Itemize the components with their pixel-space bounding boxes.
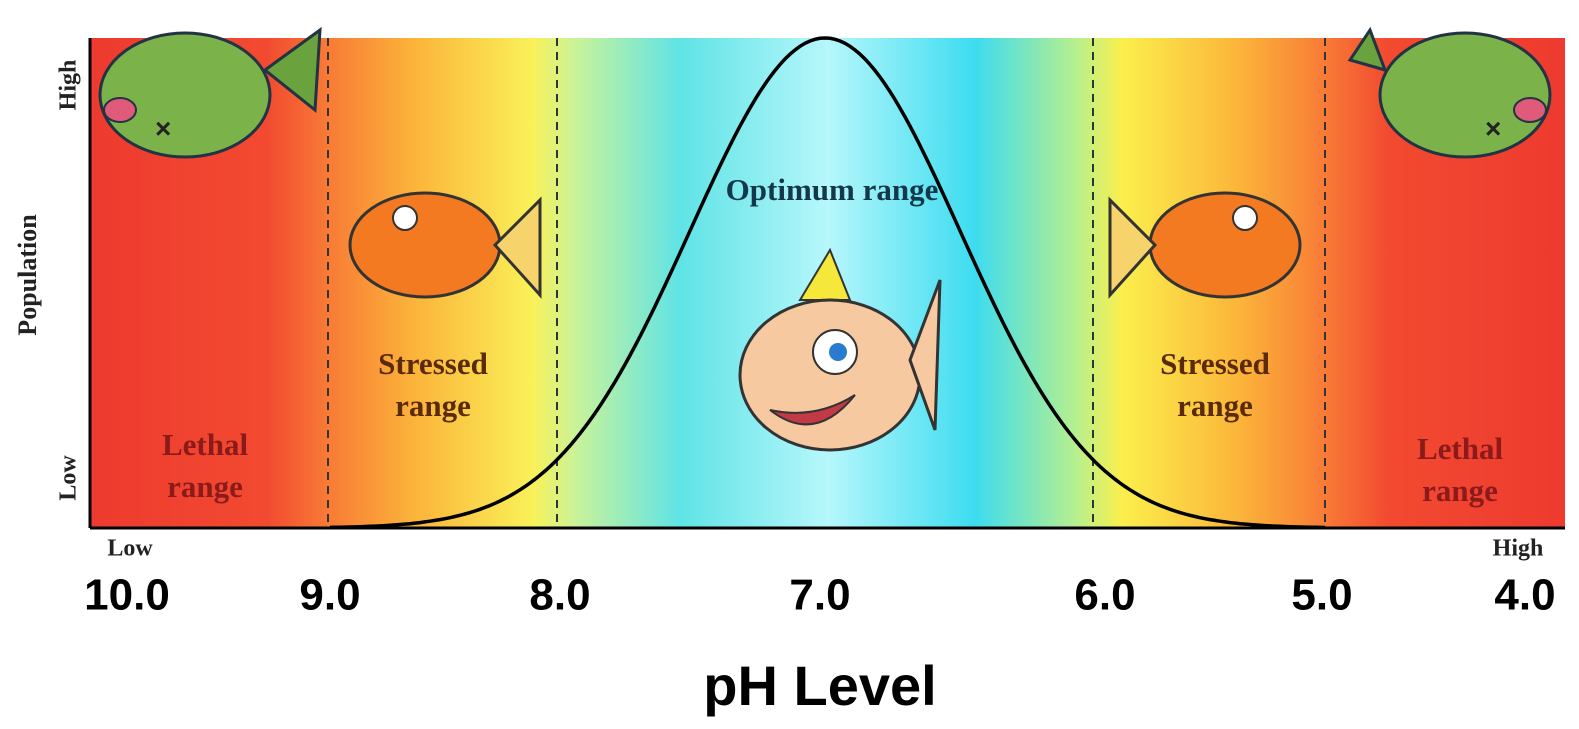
x-axis-title: pH Level xyxy=(703,654,936,717)
y-axis-top: High xyxy=(56,60,82,111)
ph-tick: 6.0 xyxy=(1074,571,1135,620)
ph-tick: 4.0 xyxy=(1494,571,1555,620)
zone-label: range xyxy=(1177,388,1253,423)
zone-label: Stressed xyxy=(1160,346,1270,381)
ph-tick: 9.0 xyxy=(299,571,360,620)
zone-label: range xyxy=(1422,473,1498,508)
ph-tick: 10.0 xyxy=(84,571,170,620)
ph-tick: 5.0 xyxy=(1291,571,1352,620)
page: × × Population High Low Low High 10.0 9.0 8.0 7.… xyxy=(0,0,1579,729)
diagram: × × Population High Low Low High 10.0 9.0 8.0 7.… xyxy=(0,0,1579,729)
y-axis-title: Population xyxy=(13,214,42,336)
x-axis-left: Low xyxy=(107,536,153,562)
x-axis-right: High xyxy=(1493,536,1544,562)
y-axis-bottom: Low xyxy=(56,455,82,501)
ph-tick: 7.0 xyxy=(789,571,850,620)
zone-label: Lethal xyxy=(162,427,249,462)
zone-label: Optimum range xyxy=(726,172,939,207)
ph-tick: 8.0 xyxy=(529,571,590,620)
svg-text:×: × xyxy=(1485,113,1501,144)
zone-label: Stressed xyxy=(378,346,488,381)
zone-label: range xyxy=(395,388,471,423)
zone-label: Lethal xyxy=(1417,431,1504,466)
zone-label: range xyxy=(167,469,243,504)
svg-text:×: × xyxy=(155,113,171,144)
